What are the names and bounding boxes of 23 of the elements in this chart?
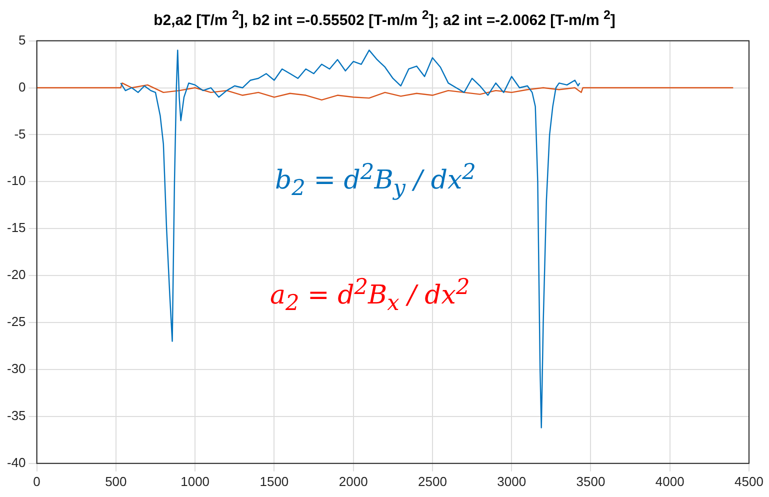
x-tick-label: 500: [105, 474, 127, 489]
y-tick-label: -25: [6, 314, 26, 330]
y-tick-label: -20: [6, 267, 26, 282]
y-tick-label: -40: [6, 454, 26, 470]
x-tick-label: 4500: [734, 474, 764, 489]
x-tick-label: 3000: [497, 474, 526, 489]
x-tick-label: 2500: [418, 474, 447, 489]
annotation: a$_{2}$ = d$^{2}$B$_{x}$ / dx$^{2}$: [270, 275, 470, 316]
y-tick-label: -15: [6, 220, 26, 236]
y-tick-label: -30: [6, 361, 26, 376]
x-tick-label: 0: [33, 474, 40, 489]
x-tick-label: 3500: [576, 474, 606, 489]
y-tick-label: -5: [14, 126, 26, 142]
x-tick-label: 4000: [655, 474, 684, 489]
y-tick-label: -35: [6, 408, 26, 424]
y-tick-label: 0: [18, 79, 26, 94]
chart-title: b2,a2 [T/m $^{2}$], b2 int =-0.55502 [T-m/m $^{2}$]; a2 int =-2.0062 [T-m/m $^{2}$]: [152, 7, 616, 30]
x-tick-label: 1000: [180, 474, 210, 489]
x-tick-label: 1500: [260, 474, 289, 489]
annotation: b$_{2}$ = d$^{2}$B$_{y}$ / dx$^{2}$: [275, 160, 476, 201]
y-tick-label: 5: [18, 32, 26, 48]
x-tick-label: 2000: [338, 474, 368, 489]
y-tick-label: -10: [6, 173, 26, 188]
